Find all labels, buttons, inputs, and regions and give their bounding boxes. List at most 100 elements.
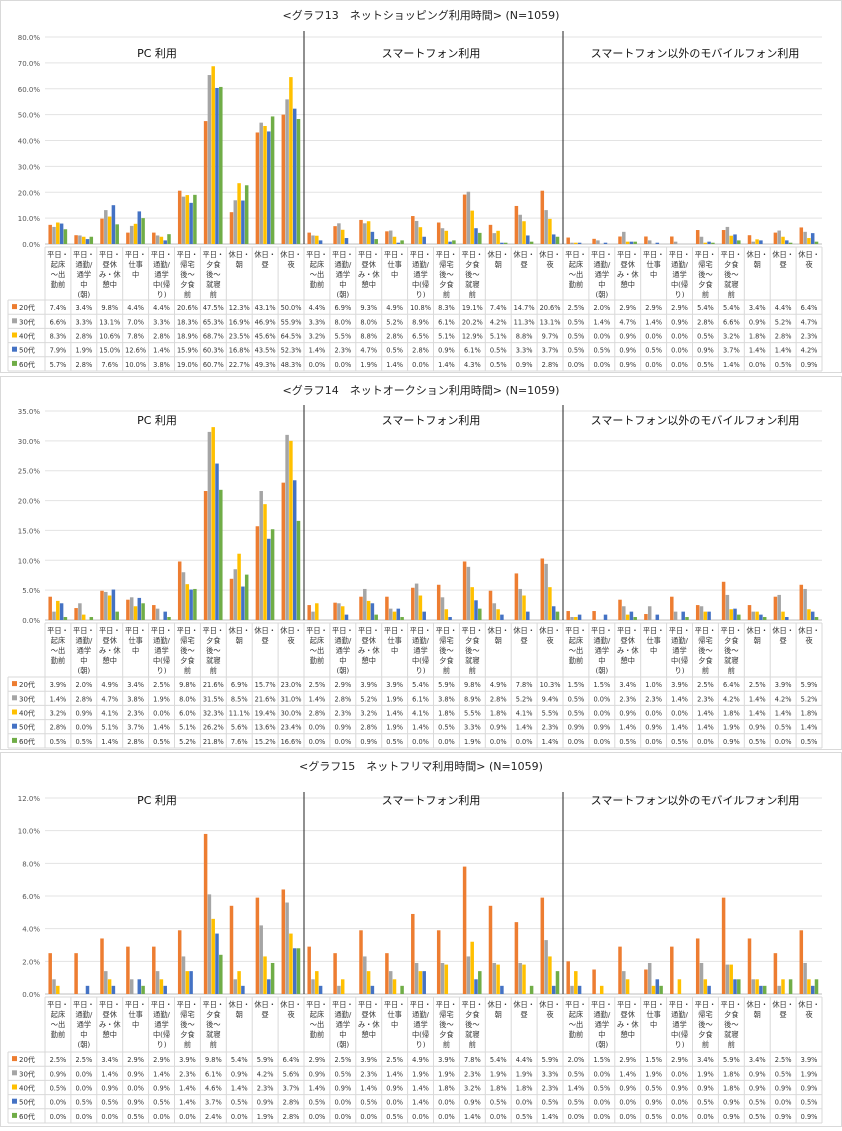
category-label: 通学	[595, 1020, 609, 1029]
legend-label: 20代	[19, 680, 35, 689]
category-label: 就寝	[206, 656, 220, 665]
bar-30代	[673, 241, 678, 244]
category-label: 通勤/	[412, 260, 429, 269]
data-table-cell: 3.3%	[153, 318, 170, 326]
bar-60代	[167, 234, 171, 244]
data-table-cell: 9.4%	[542, 695, 559, 703]
data-table-cell: 2.3%	[464, 1070, 481, 1078]
legend-swatch	[12, 1056, 17, 1062]
category-label: 平日・	[125, 626, 147, 635]
data-table-cell: 0.0%	[671, 1099, 688, 1107]
bar-60代	[63, 617, 68, 620]
bar-20代	[436, 584, 441, 620]
category-label: 夜	[546, 1010, 553, 1019]
data-table-cell: 1.4%	[775, 347, 792, 355]
data-table-cell: 20.6%	[540, 304, 561, 312]
legend-swatch	[12, 1112, 17, 1118]
category-label: 後～	[180, 270, 194, 279]
data-table-cell: 1.8%	[749, 333, 766, 341]
bar-60代	[115, 611, 119, 620]
category-label: 就寝	[465, 656, 479, 665]
data-table-cell: 2.8%	[386, 333, 403, 341]
bar-40代	[159, 979, 164, 994]
bar-50代	[655, 242, 660, 244]
data-table-cell: 0.5%	[490, 361, 507, 369]
category-label: 中(帰	[671, 656, 688, 665]
data-table-cell: 1.4%	[749, 710, 766, 718]
data-table-cell: 1.9%	[516, 1070, 533, 1078]
category-label: 夕食	[465, 1010, 479, 1019]
legend-label: 60代	[19, 360, 35, 369]
category-label: 通学	[154, 1020, 168, 1029]
data-table-cell: 4.1%	[412, 710, 429, 718]
bar-50代	[189, 202, 193, 244]
category-label: み・休	[358, 270, 380, 279]
bar-50代	[241, 985, 245, 994]
category-label: 夜	[805, 260, 812, 269]
bar-40代	[729, 964, 733, 994]
legend-label: 30代	[19, 694, 35, 703]
chart-14: <グラフ14 ネットオークション利用時間> (N=1059) 0.0% 5.0% 10…	[0, 376, 842, 750]
category-label: 就寝	[724, 656, 738, 665]
bar-30代	[52, 226, 56, 244]
data-table-cell: 2.8%	[283, 1113, 300, 1121]
category-label: 通学	[77, 646, 91, 655]
legend-swatch	[12, 332, 17, 338]
category-label: 朝	[754, 636, 761, 645]
bar-60代	[296, 520, 301, 620]
bar-50代	[318, 240, 323, 244]
data-table-cell: 0.5%	[775, 724, 792, 732]
bar-40代	[470, 941, 474, 994]
bar-50代	[163, 985, 167, 994]
category-label: 平日・	[669, 250, 691, 259]
category-label: 通勤/	[671, 636, 688, 645]
bar-40代	[56, 985, 60, 994]
bar-50代	[137, 979, 142, 994]
bar-30代	[725, 964, 730, 994]
data-table-cell: 0.0%	[490, 738, 507, 746]
bar-60代	[529, 241, 534, 244]
data-table-cell: 4.4%	[775, 304, 792, 312]
data-table-cell: 0.0%	[697, 1113, 714, 1121]
data-table-cell: 1.4%	[697, 724, 714, 732]
data-table-cell: 8.3%	[438, 304, 455, 312]
bar-20代	[48, 596, 52, 620]
data-table-cell: 1.4%	[386, 361, 403, 369]
category-label: 平日・	[410, 250, 432, 259]
category-label: 前	[210, 666, 217, 675]
data-table-cell: 4.4%	[127, 304, 144, 312]
category-label: (朝)	[77, 666, 90, 675]
data-table-cell: 1.4%	[619, 1070, 636, 1078]
data-table-cell: 0.5%	[645, 1113, 662, 1121]
bar-60代	[270, 962, 275, 994]
data-table-cell: 1.4%	[153, 347, 170, 355]
data-table-cell: 1.4%	[723, 361, 740, 369]
data-table-cell: 6.4%	[801, 304, 818, 312]
data-table-cell: 3.9%	[386, 681, 403, 689]
category-label: 平日・	[695, 250, 717, 259]
data-table-cell: 7.0%	[127, 318, 144, 326]
y-tick-label: 30.0%	[18, 438, 41, 446]
category-label: 休日・	[487, 1000, 509, 1009]
category-label: 憩中	[621, 280, 635, 289]
legend-swatch	[12, 1084, 17, 1090]
category-label: 昼	[521, 1010, 528, 1019]
category-label: 平日・	[203, 250, 225, 259]
bar-20代	[177, 930, 182, 994]
bar-20代	[229, 212, 234, 244]
category-label: 平日・	[565, 1000, 587, 1009]
category-label: 平日・	[565, 626, 587, 635]
y-tick-label: 60.0%	[18, 86, 41, 94]
bar-20代	[203, 121, 208, 244]
bar-40代	[651, 985, 656, 994]
data-table-cell: 2.8%	[490, 695, 507, 703]
data-table-cell: 5.4%	[697, 304, 714, 312]
bar-20代	[177, 190, 182, 244]
bar-50代	[551, 985, 556, 994]
bar-40代	[366, 600, 371, 620]
category-label: 平日・	[99, 626, 121, 635]
category-label: 就寝	[206, 1030, 220, 1039]
data-table-cell: 5.4%	[412, 681, 429, 689]
data-table-cell: 16.9%	[229, 318, 250, 326]
y-tick-label: 20.0%	[18, 498, 41, 506]
